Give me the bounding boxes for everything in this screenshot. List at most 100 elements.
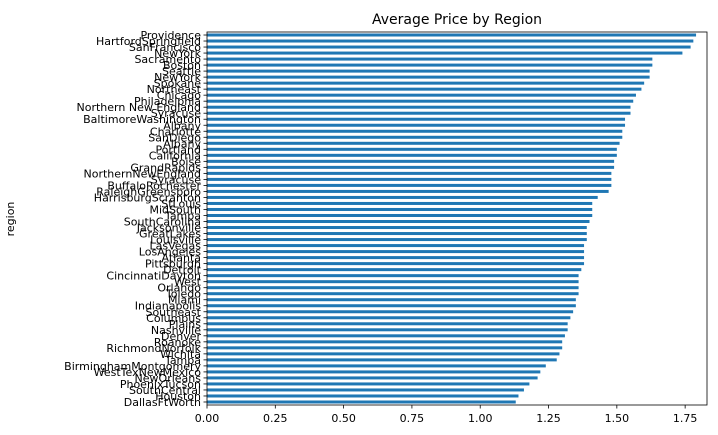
y-tick-label: LosAngeles — [139, 246, 201, 259]
y-tick-label: Albany — [163, 119, 201, 132]
y-tick-label: NewOrleans — [135, 372, 202, 385]
y-tick-label: Wichita — [160, 348, 201, 361]
x-tick-label: 0.75 — [400, 412, 425, 425]
bar — [207, 298, 576, 302]
y-tick-label: Jacksonville — [136, 222, 202, 235]
bar — [207, 39, 694, 43]
y-tick-label: Syracuse — [151, 173, 202, 186]
bar — [207, 159, 615, 163]
y-tick-label: Plains — [169, 318, 201, 331]
y-tick-label: Houston — [155, 390, 201, 403]
bar — [207, 57, 653, 61]
bar — [207, 33, 697, 37]
bar — [207, 232, 587, 236]
y-tick-label: Seattle — [162, 65, 201, 78]
y-tick-label: Columbus — [146, 312, 201, 325]
y-tick-label: Charlotte — [150, 125, 201, 138]
y-tick-label: Portland — [155, 143, 201, 156]
y-tick-label: Sacramento — [134, 53, 201, 66]
y-tick-label: California — [149, 149, 201, 162]
bar — [207, 268, 582, 272]
bar — [207, 352, 560, 356]
bar — [207, 141, 620, 145]
bar — [207, 382, 530, 386]
bar — [207, 310, 574, 314]
y-tick-label: Tampa — [164, 209, 201, 222]
bar — [207, 370, 541, 374]
bar — [207, 400, 516, 404]
x-tick-label: 1.75 — [673, 412, 698, 425]
bar — [207, 394, 519, 398]
y-tick-label: Spokane — [154, 77, 202, 90]
bar — [207, 69, 650, 73]
bar — [207, 63, 653, 67]
y-tick-label: Detroit — [163, 264, 202, 277]
y-tick-label: Roanoke — [154, 336, 201, 349]
y-tick-label: RaleighGreensboro — [96, 185, 201, 198]
y-tick-label: NewYork — [154, 71, 202, 84]
bar — [207, 129, 623, 133]
bar — [207, 220, 590, 224]
bar — [207, 111, 631, 115]
y-tick-label: Denver — [161, 330, 201, 343]
y-tick-label: Nashville — [151, 324, 201, 337]
y-tick-label: Northeast — [147, 83, 202, 96]
y-tick-label: Pittsburgh — [145, 258, 201, 271]
bar — [207, 226, 587, 230]
y-tick-label: Orlando — [157, 282, 201, 295]
y-tick-label: HarrisburgScranton — [94, 191, 201, 204]
bar — [207, 340, 563, 344]
y-tick-label: SanDiego — [148, 131, 201, 144]
y-tick-label: Syracuse — [151, 107, 202, 120]
y-tick-label: Southeast — [145, 306, 201, 319]
bar — [207, 117, 626, 121]
y-tick-label: StLouis — [161, 197, 201, 210]
bar — [207, 153, 617, 157]
bar — [207, 183, 612, 187]
bar — [207, 201, 593, 205]
y-tick-label: CincinnatiDayton — [106, 270, 201, 283]
bar — [207, 189, 609, 193]
bar — [207, 75, 650, 79]
y-tick-label: Boston — [163, 59, 201, 72]
bar — [207, 147, 617, 151]
bar — [207, 364, 546, 368]
bar — [207, 262, 585, 266]
bar — [207, 280, 579, 284]
bar — [207, 286, 579, 290]
y-axis-label: region — [4, 202, 17, 237]
bar — [207, 123, 626, 127]
y-tick-label: Toledo — [165, 288, 201, 301]
y-tick-label: SouthCentral — [129, 384, 201, 397]
y-tick-label: Philadelphia — [134, 95, 201, 108]
y-tick-label: Louisville — [150, 234, 201, 247]
y-tick-label: PhoenixTucson — [120, 378, 201, 391]
bar — [207, 177, 612, 181]
y-tick-label: BuffaloRochester — [107, 179, 201, 192]
bar — [207, 93, 636, 97]
bar — [207, 195, 598, 199]
y-tick-label: Boise — [171, 155, 201, 168]
y-tick-label: BaltimoreWashington — [83, 113, 201, 126]
y-tick-label: GrandRapids — [130, 161, 201, 174]
bar — [207, 388, 524, 392]
y-tick-label: NewYork — [154, 47, 202, 60]
y-tick-label: Albany — [163, 137, 201, 150]
bar — [207, 81, 645, 85]
bar — [207, 328, 568, 332]
bar — [207, 292, 579, 296]
x-tick-label: 1.00 — [468, 412, 493, 425]
bar — [207, 244, 585, 248]
x-tick-label: 0.00 — [195, 412, 220, 425]
bar — [207, 99, 634, 103]
bar — [207, 165, 615, 169]
bar — [207, 135, 623, 139]
y-tick-label: Northern New England — [77, 101, 201, 114]
bar — [207, 45, 691, 49]
plot-frame — [206, 31, 708, 406]
y-tick-label: BirminghamMontgomery — [64, 360, 201, 373]
bar — [207, 87, 642, 91]
y-tick-label: NorthernNewEngland — [84, 167, 201, 180]
y-tick-label: DallasFtWorth — [124, 396, 201, 409]
